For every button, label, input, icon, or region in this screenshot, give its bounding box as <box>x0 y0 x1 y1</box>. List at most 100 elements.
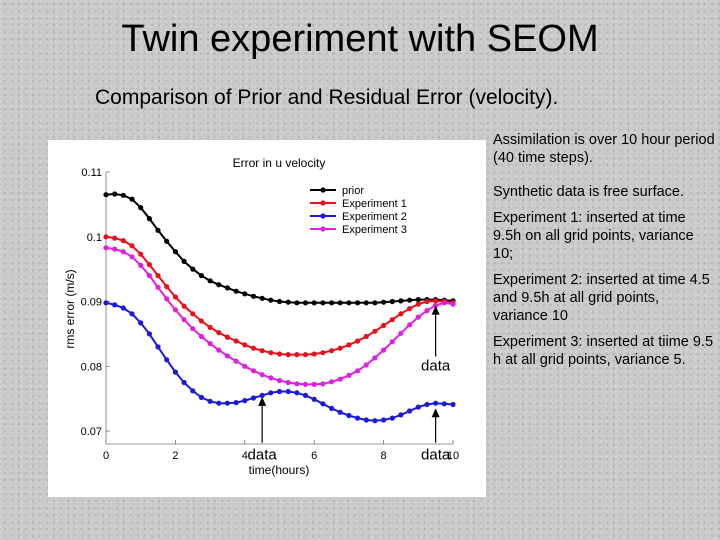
data-point-prior <box>337 300 343 306</box>
data-point-experiment-1 <box>415 301 421 307</box>
annotation-label: data <box>421 358 451 375</box>
data-point-experiment-2 <box>398 412 404 418</box>
data-point-prior <box>259 295 265 301</box>
data-point-experiment-2 <box>355 415 361 421</box>
note-assimilation: Assimilation is over 10 hour period (40 … <box>493 132 715 166</box>
data-point-experiment-3 <box>207 341 213 347</box>
data-point-experiment-2 <box>424 401 430 408</box>
data-point-experiment-1 <box>372 328 378 334</box>
data-point-experiment-1 <box>129 243 135 249</box>
data-point-experiment-2 <box>381 417 387 423</box>
data-annotation: data <box>421 408 451 464</box>
data-point-experiment-1 <box>103 234 109 240</box>
series-experiment-3 <box>103 245 456 387</box>
data-point-prior <box>285 299 291 305</box>
data-point-experiment-2 <box>259 392 265 398</box>
data-point-experiment-2 <box>216 400 222 406</box>
data-point-experiment-3 <box>164 296 170 302</box>
data-point-experiment-2 <box>250 395 257 401</box>
data-point-prior <box>276 298 283 305</box>
data-point-prior <box>146 216 152 222</box>
data-point-experiment-1 <box>164 284 170 290</box>
data-point-experiment-3 <box>216 347 222 353</box>
data-point-experiment-2 <box>242 398 248 404</box>
series-line-experiment-1 <box>105 235 454 356</box>
data-point-experiment-2 <box>294 390 300 396</box>
chart-figure: Error in u velocity time(hours) rms erro… <box>48 140 486 497</box>
data-point-experiment-3 <box>268 375 274 381</box>
data-point-experiment-1 <box>285 352 291 358</box>
y-tick-label: 0.11 <box>81 167 102 179</box>
data-point-experiment-2 <box>138 320 144 326</box>
data-point-prior <box>242 291 248 297</box>
data-point-experiment-1 <box>337 345 343 351</box>
notes-panel: Assimilation is over 10 hour period (40 … <box>493 131 715 385</box>
data-point-experiment-2 <box>415 404 421 410</box>
data-point-experiment-3 <box>103 245 109 251</box>
data-point-experiment-1 <box>398 311 404 317</box>
data-point-prior <box>398 298 404 304</box>
data-point-experiment-2 <box>120 305 126 311</box>
data-point-experiment-3 <box>363 362 369 368</box>
data-point-experiment-1 <box>120 238 126 244</box>
data-point-experiment-1 <box>294 352 300 358</box>
data-point-experiment-3 <box>172 307 178 313</box>
y-tick-label: 0.07 <box>81 426 102 438</box>
data-point-prior <box>190 266 196 272</box>
data-point-experiment-3 <box>415 314 421 320</box>
legend-label-experiment-2: Experiment 2 <box>342 211 407 223</box>
data-point-experiment-1 <box>172 294 178 300</box>
data-point-experiment-3 <box>138 262 144 268</box>
data-point-experiment-3 <box>302 381 309 387</box>
data-point-experiment-2 <box>276 388 283 395</box>
slide-subtitle: Comparison of Prior and Residual Error (… <box>95 86 559 109</box>
series-experiment-2 <box>103 300 456 424</box>
data-point-experiment-1 <box>346 342 352 348</box>
data-point-experiment-1 <box>407 306 413 312</box>
data-point-prior <box>233 288 239 294</box>
data-point-experiment-1 <box>259 348 265 354</box>
data-point-experiment-2 <box>285 388 291 395</box>
data-point-experiment-2 <box>389 415 395 421</box>
data-point-prior <box>407 297 413 303</box>
data-point-prior <box>112 191 118 197</box>
data-point-experiment-3 <box>155 284 161 290</box>
data-point-experiment-1 <box>329 348 335 354</box>
data-point-experiment-3 <box>146 273 152 279</box>
chart-title: Error in u velocity <box>233 156 326 170</box>
note-experiment-3: Experiment 3: inserted at tiime 9.5 h at… <box>493 334 714 368</box>
x-tick-label: 8 <box>381 450 387 462</box>
x-axis-label: time(hours) <box>249 463 310 477</box>
y-tick-label: 0.1 <box>87 232 102 244</box>
series-prior <box>103 191 456 306</box>
legend-label-prior: prior <box>342 185 364 197</box>
data-point-experiment-2 <box>233 400 239 406</box>
data-point-prior <box>164 238 170 244</box>
data-point-experiment-2 <box>146 331 152 337</box>
data-point-prior <box>224 285 230 291</box>
data-point-experiment-1 <box>198 318 204 324</box>
data-point-experiment-2 <box>433 400 439 406</box>
data-point-prior <box>294 300 300 306</box>
data-point-experiment-1 <box>424 298 430 305</box>
data-point-experiment-3 <box>389 339 395 345</box>
x-tick-label: 10 <box>447 450 459 462</box>
data-point-experiment-1 <box>181 303 187 309</box>
data-point-experiment-1 <box>389 317 395 323</box>
data-point-experiment-1 <box>146 262 152 268</box>
series-line-experiment-2 <box>105 301 454 422</box>
data-point-experiment-3 <box>320 381 326 387</box>
x-tick-label: 0 <box>103 450 109 462</box>
data-point-experiment-2 <box>129 311 135 317</box>
data-point-experiment-1 <box>363 333 369 340</box>
data-point-experiment-3 <box>190 326 196 332</box>
data-point-experiment-3 <box>112 246 118 252</box>
data-point-experiment-3 <box>129 254 135 260</box>
data-point-experiment-1 <box>320 350 326 356</box>
data-point-experiment-2 <box>155 344 161 350</box>
data-point-prior <box>138 205 144 211</box>
data-point-experiment-3 <box>250 368 257 374</box>
data-point-prior <box>172 249 178 255</box>
data-point-experiment-2 <box>207 398 213 404</box>
data-point-prior <box>103 192 109 198</box>
